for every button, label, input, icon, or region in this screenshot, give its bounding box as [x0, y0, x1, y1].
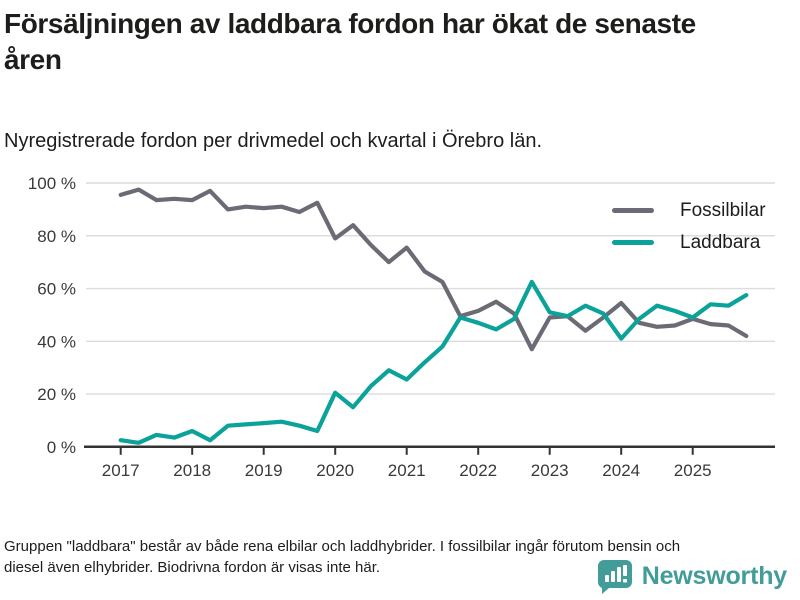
x-axis-tick-label: 2021: [388, 461, 426, 480]
newsworthy-logo-text: Newsworthy: [641, 562, 787, 590]
legend-label-fossilbilar: Fossilbilar: [680, 199, 766, 221]
x-axis-tick-label: 2020: [316, 461, 354, 480]
y-axis-tick-label: 40 %: [37, 332, 76, 351]
page-title: Försäljningen av laddbara fordon har öka…: [4, 8, 696, 75]
y-axis-tick-label: 0 %: [47, 438, 76, 457]
series-line-laddbara: [118, 279, 749, 445]
series-line-fossilbilar: [118, 187, 749, 352]
x-axis-tick-label: 2017: [102, 461, 140, 480]
fossilbilar-line-swatch-icon: [612, 208, 654, 213]
laddbara-line-swatch-icon: [612, 240, 654, 245]
newsworthy-branding: Newsworthy: [597, 559, 787, 594]
chart-legend: Fossilbilar Laddbara: [612, 198, 766, 255]
y-axis-tick-label: 20 %: [37, 385, 76, 404]
x-axis-tick-label: 2022: [459, 461, 497, 480]
x-axis-tick-label: 2024: [602, 461, 640, 480]
legend-item-fossilbilar: Fossilbilar: [612, 198, 766, 223]
y-axis-tick-label: 80 %: [37, 227, 76, 246]
chart-subtitle: Nyregistrerade fordon per drivmedel och …: [4, 130, 543, 152]
x-axis-tick-label: 2023: [531, 461, 569, 480]
line-chart: 100 % 80 % 60 % 40 % 20 % 0 % 2017 2018 2019 2020…: [28, 174, 775, 480]
y-axis-tick-label: 100 %: [28, 174, 76, 193]
legend-label-laddbara: Laddbara: [680, 231, 761, 253]
x-axis-tick-label: 2019: [245, 461, 283, 480]
newsworthy-bar-chart-bubble-icon: [597, 560, 632, 594]
legend-item-laddbara: Laddbara: [612, 230, 766, 255]
x-axis-tick-label: 2025: [674, 461, 712, 480]
y-axis-tick-label: 60 %: [37, 280, 76, 299]
x-axis-tick-label: 2018: [173, 461, 211, 480]
chart-footnote: Gruppen "laddbara" består av både rena e…: [4, 538, 681, 576]
